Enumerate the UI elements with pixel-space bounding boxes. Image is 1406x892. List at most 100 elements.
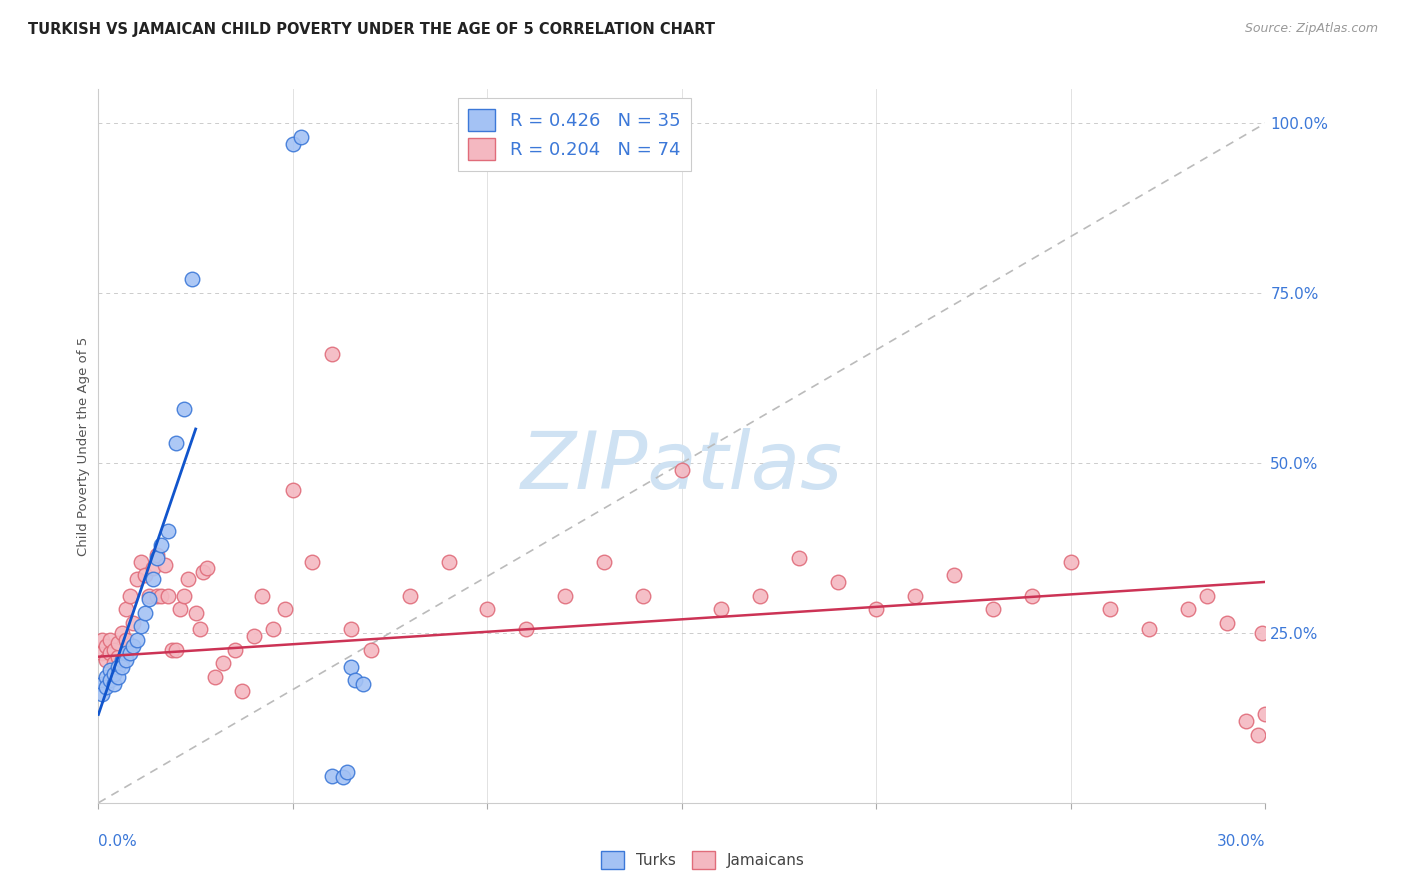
Point: [111, 626, 134, 640]
Point: [301, 555, 323, 569]
Point: [162, 643, 184, 657]
Point: [340, 623, 363, 637]
Point: [134, 568, 156, 582]
Point: [1254, 707, 1277, 722]
Point: [981, 602, 1004, 616]
Point: [157, 589, 180, 603]
Point: [114, 653, 136, 667]
Point: [332, 770, 354, 784]
Text: 0.0%: 0.0%: [98, 834, 138, 849]
Point: [111, 653, 134, 667]
Point: [114, 646, 136, 660]
Point: [129, 619, 152, 633]
Point: [177, 572, 200, 586]
Point: [554, 589, 576, 603]
Point: [138, 591, 160, 606]
Point: [352, 677, 374, 691]
Point: [129, 555, 152, 569]
Y-axis label: Child Poverty Under the Age of 5: Child Poverty Under the Age of 5: [77, 336, 90, 556]
Point: [146, 548, 169, 562]
Point: [98, 673, 121, 688]
Point: [153, 558, 176, 572]
Point: [321, 769, 343, 783]
Text: 30.0%: 30.0%: [1218, 834, 1265, 849]
Point: [91, 646, 114, 660]
Text: Source: ZipAtlas.com: Source: ZipAtlas.com: [1244, 22, 1378, 36]
Point: [118, 646, 141, 660]
Legend: Turks, Jamaicans: Turks, Jamaicans: [595, 845, 811, 875]
Text: TURKISH VS JAMAICAN CHILD POVERTY UNDER THE AGE OF 5 CORRELATION CHART: TURKISH VS JAMAICAN CHILD POVERTY UNDER …: [28, 22, 716, 37]
Point: [262, 623, 284, 637]
Point: [107, 636, 129, 650]
Point: [904, 589, 927, 603]
Point: [98, 632, 121, 647]
Point: [1098, 602, 1121, 616]
Point: [184, 606, 207, 620]
Point: [118, 589, 141, 603]
Point: [1215, 615, 1237, 630]
Point: [250, 589, 273, 603]
Point: [96, 680, 118, 694]
Point: [149, 537, 172, 551]
Point: [165, 435, 187, 450]
Point: [165, 643, 187, 657]
Point: [290, 129, 312, 144]
Point: [96, 670, 118, 684]
Point: [710, 602, 733, 616]
Point: [398, 589, 420, 603]
Point: [1234, 714, 1257, 729]
Point: [107, 649, 129, 664]
Point: [103, 666, 125, 681]
Point: [195, 561, 218, 575]
Point: [321, 347, 343, 361]
Point: [98, 646, 121, 660]
Text: ZIPatlas: ZIPatlas: [520, 428, 844, 507]
Point: [91, 677, 114, 691]
Point: [146, 589, 169, 603]
Point: [593, 555, 616, 569]
Point: [114, 602, 136, 616]
Point: [98, 663, 121, 677]
Point: [943, 568, 966, 582]
Point: [157, 524, 180, 538]
Point: [1021, 589, 1043, 603]
Point: [193, 565, 215, 579]
Point: [103, 677, 125, 691]
Point: [231, 683, 253, 698]
Point: [149, 589, 172, 603]
Point: [515, 623, 537, 637]
Point: [1137, 623, 1160, 637]
Point: [103, 657, 125, 671]
Point: [827, 574, 849, 589]
Point: [1060, 555, 1083, 569]
Point: [1246, 728, 1268, 742]
Point: [344, 673, 367, 688]
Point: [188, 623, 211, 637]
Point: [114, 632, 136, 647]
Point: [173, 589, 195, 603]
Point: [865, 602, 887, 616]
Point: [103, 643, 125, 657]
Point: [212, 657, 235, 671]
Point: [477, 602, 499, 616]
Point: [122, 640, 145, 654]
Point: [631, 589, 654, 603]
Point: [1195, 589, 1218, 603]
Point: [173, 401, 195, 416]
Point: [111, 660, 134, 674]
Point: [142, 572, 165, 586]
Point: [138, 589, 160, 603]
Point: [96, 653, 118, 667]
Point: [122, 615, 145, 630]
Point: [204, 670, 226, 684]
Point: [146, 551, 169, 566]
Point: [340, 660, 363, 674]
Point: [127, 632, 149, 647]
Point: [1177, 602, 1199, 616]
Point: [224, 643, 246, 657]
Point: [96, 640, 118, 654]
Point: [787, 551, 810, 566]
Point: [336, 765, 359, 780]
Point: [281, 136, 304, 151]
Point: [107, 660, 129, 674]
